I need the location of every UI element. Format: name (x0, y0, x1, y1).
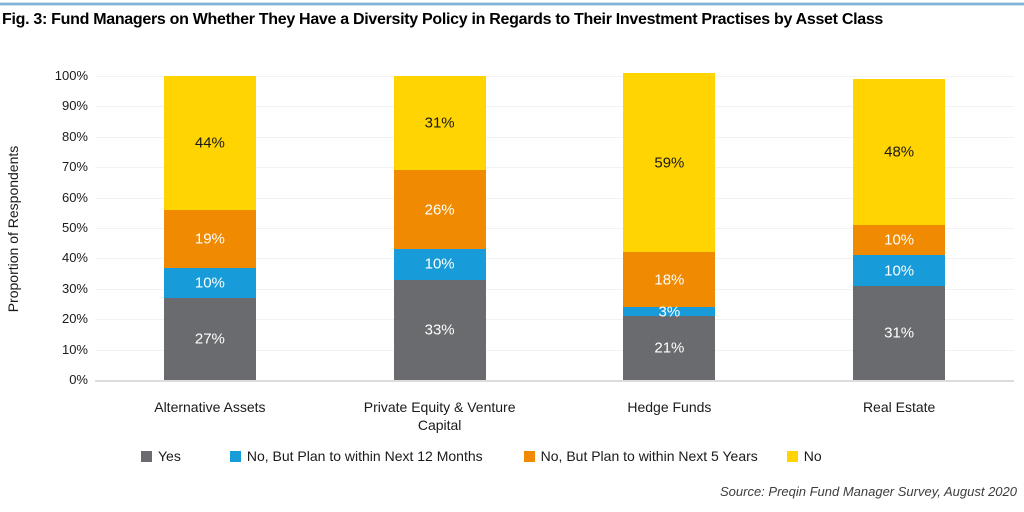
gridline (95, 349, 1014, 351)
bar-value-label: 44% (194, 134, 225, 152)
bar-segment: 3% (623, 303, 716, 320)
bar-segment: 59% (623, 72, 716, 253)
bar-value-label: 26% (424, 201, 455, 219)
stacked-bar-4: 31% 10% 10% 48% (853, 76, 946, 380)
legend-swatch-icon (141, 450, 152, 462)
y-tick-label: 90% (61, 98, 88, 114)
bar-segment: 10% (853, 224, 946, 256)
legend-item: No, But Plan to within Next 5 Years (523, 448, 758, 464)
gridline (95, 106, 1014, 108)
stacked-bar-1: 27% 10% 19% 44% (163, 76, 256, 380)
legend-item: No (786, 448, 822, 464)
bar-segment: 10% (163, 267, 256, 298)
plot-area: 27% 10% 19% 44% 33% 10% 26% 31% 21% 3% 18% 59% 31% 10… (95, 72, 1014, 380)
bar-value-label: 59% (654, 154, 685, 172)
bar-segment: 19% (163, 209, 256, 268)
y-tick-label: 70% (61, 159, 88, 175)
bar-value-label: 10% (424, 255, 455, 273)
legend-label: No, But Plan to within Next 12 Months (246, 448, 483, 464)
gridline (95, 76, 1014, 77)
bar-segment: 26% (393, 170, 486, 250)
bar-value-label: 21% (654, 339, 685, 357)
legend: Yes No, But Plan to within Next 12 Months… (0, 447, 1024, 465)
category-label: Alternative Assets (154, 399, 266, 415)
bar-segment: 48% (853, 79, 946, 225)
bar-value-label: 27% (194, 330, 225, 348)
gridline (95, 167, 1014, 169)
stacked-bar-2: 33% 10% 26% 31% (393, 76, 486, 380)
bar-segment: 31% (393, 76, 486, 171)
bar-value-label: 31% (424, 114, 455, 132)
y-tick-label: 10% (61, 341, 88, 357)
gridline (95, 136, 1014, 138)
y-tick-label: 80% (61, 128, 88, 144)
y-tick-label: 30% (61, 280, 88, 296)
category-label: Private Equity & Venture Capital (363, 399, 516, 433)
legend-label: Yes (158, 448, 181, 464)
chart-title: Fig. 3: Fund Managers on Whether They Ha… (2, 11, 884, 28)
x-axis-category-labels: Alternative Assets Private Equity & Ventu… (95, 398, 1014, 438)
legend-item: Yes (141, 448, 181, 464)
bar-segment: 44% (163, 76, 256, 210)
bar-segment: 27% (163, 297, 256, 380)
bar-value-label: 31% (884, 324, 915, 342)
x-axis-line (95, 380, 1014, 382)
y-tick-label: 40% (61, 250, 88, 266)
legend-swatch-icon (229, 450, 241, 462)
y-tick-label: 50% (61, 220, 88, 235)
legend-swatch-icon (786, 450, 798, 462)
y-tick-label: 60% (61, 189, 88, 205)
bar-value-label: 10% (884, 231, 915, 249)
bar-value-label: 18% (654, 271, 685, 289)
legend-item: No, But Plan to within Next 12 Months (229, 448, 483, 464)
bar-value-label: 3% (658, 303, 681, 321)
bar-value-label: 48% (884, 143, 915, 161)
gridline (95, 228, 1014, 229)
legend-label: No (803, 448, 822, 464)
gridline (95, 258, 1014, 260)
gridline (95, 288, 1014, 290)
legend-swatch-icon (523, 450, 535, 462)
bar-segment: 31% (853, 285, 946, 380)
y-tick-label: 0% (69, 372, 88, 387)
bar-value-label: 19% (194, 230, 225, 248)
y-axis-label: Proportion of Respondents (5, 145, 21, 313)
bar-value-label: 10% (194, 274, 225, 292)
stacked-bar-3: 21% 3% 18% 59% (623, 72, 716, 380)
bar-value-label: 10% (884, 262, 915, 280)
bar-segment: 21% (623, 316, 716, 380)
source-note: Source: Preqin Fund Manager Survey, Augu… (719, 484, 1017, 499)
accent-top-line (0, 2, 1024, 6)
bar-segment: 10% (853, 255, 946, 286)
y-tick-label: 20% (61, 311, 88, 327)
category-label: Real Estate (862, 399, 936, 415)
gridline (95, 197, 1014, 199)
category-label: Hedge Funds (627, 399, 712, 415)
gridline (95, 319, 1014, 321)
bar-value-label: 33% (424, 321, 455, 339)
y-tick-label: 100% (54, 68, 88, 83)
bar-segment: 10% (393, 249, 486, 280)
bar-segment: 18% (623, 252, 716, 308)
legend-label: No, But Plan to within Next 5 Years (540, 448, 758, 464)
bar-segment: 33% (393, 279, 486, 380)
